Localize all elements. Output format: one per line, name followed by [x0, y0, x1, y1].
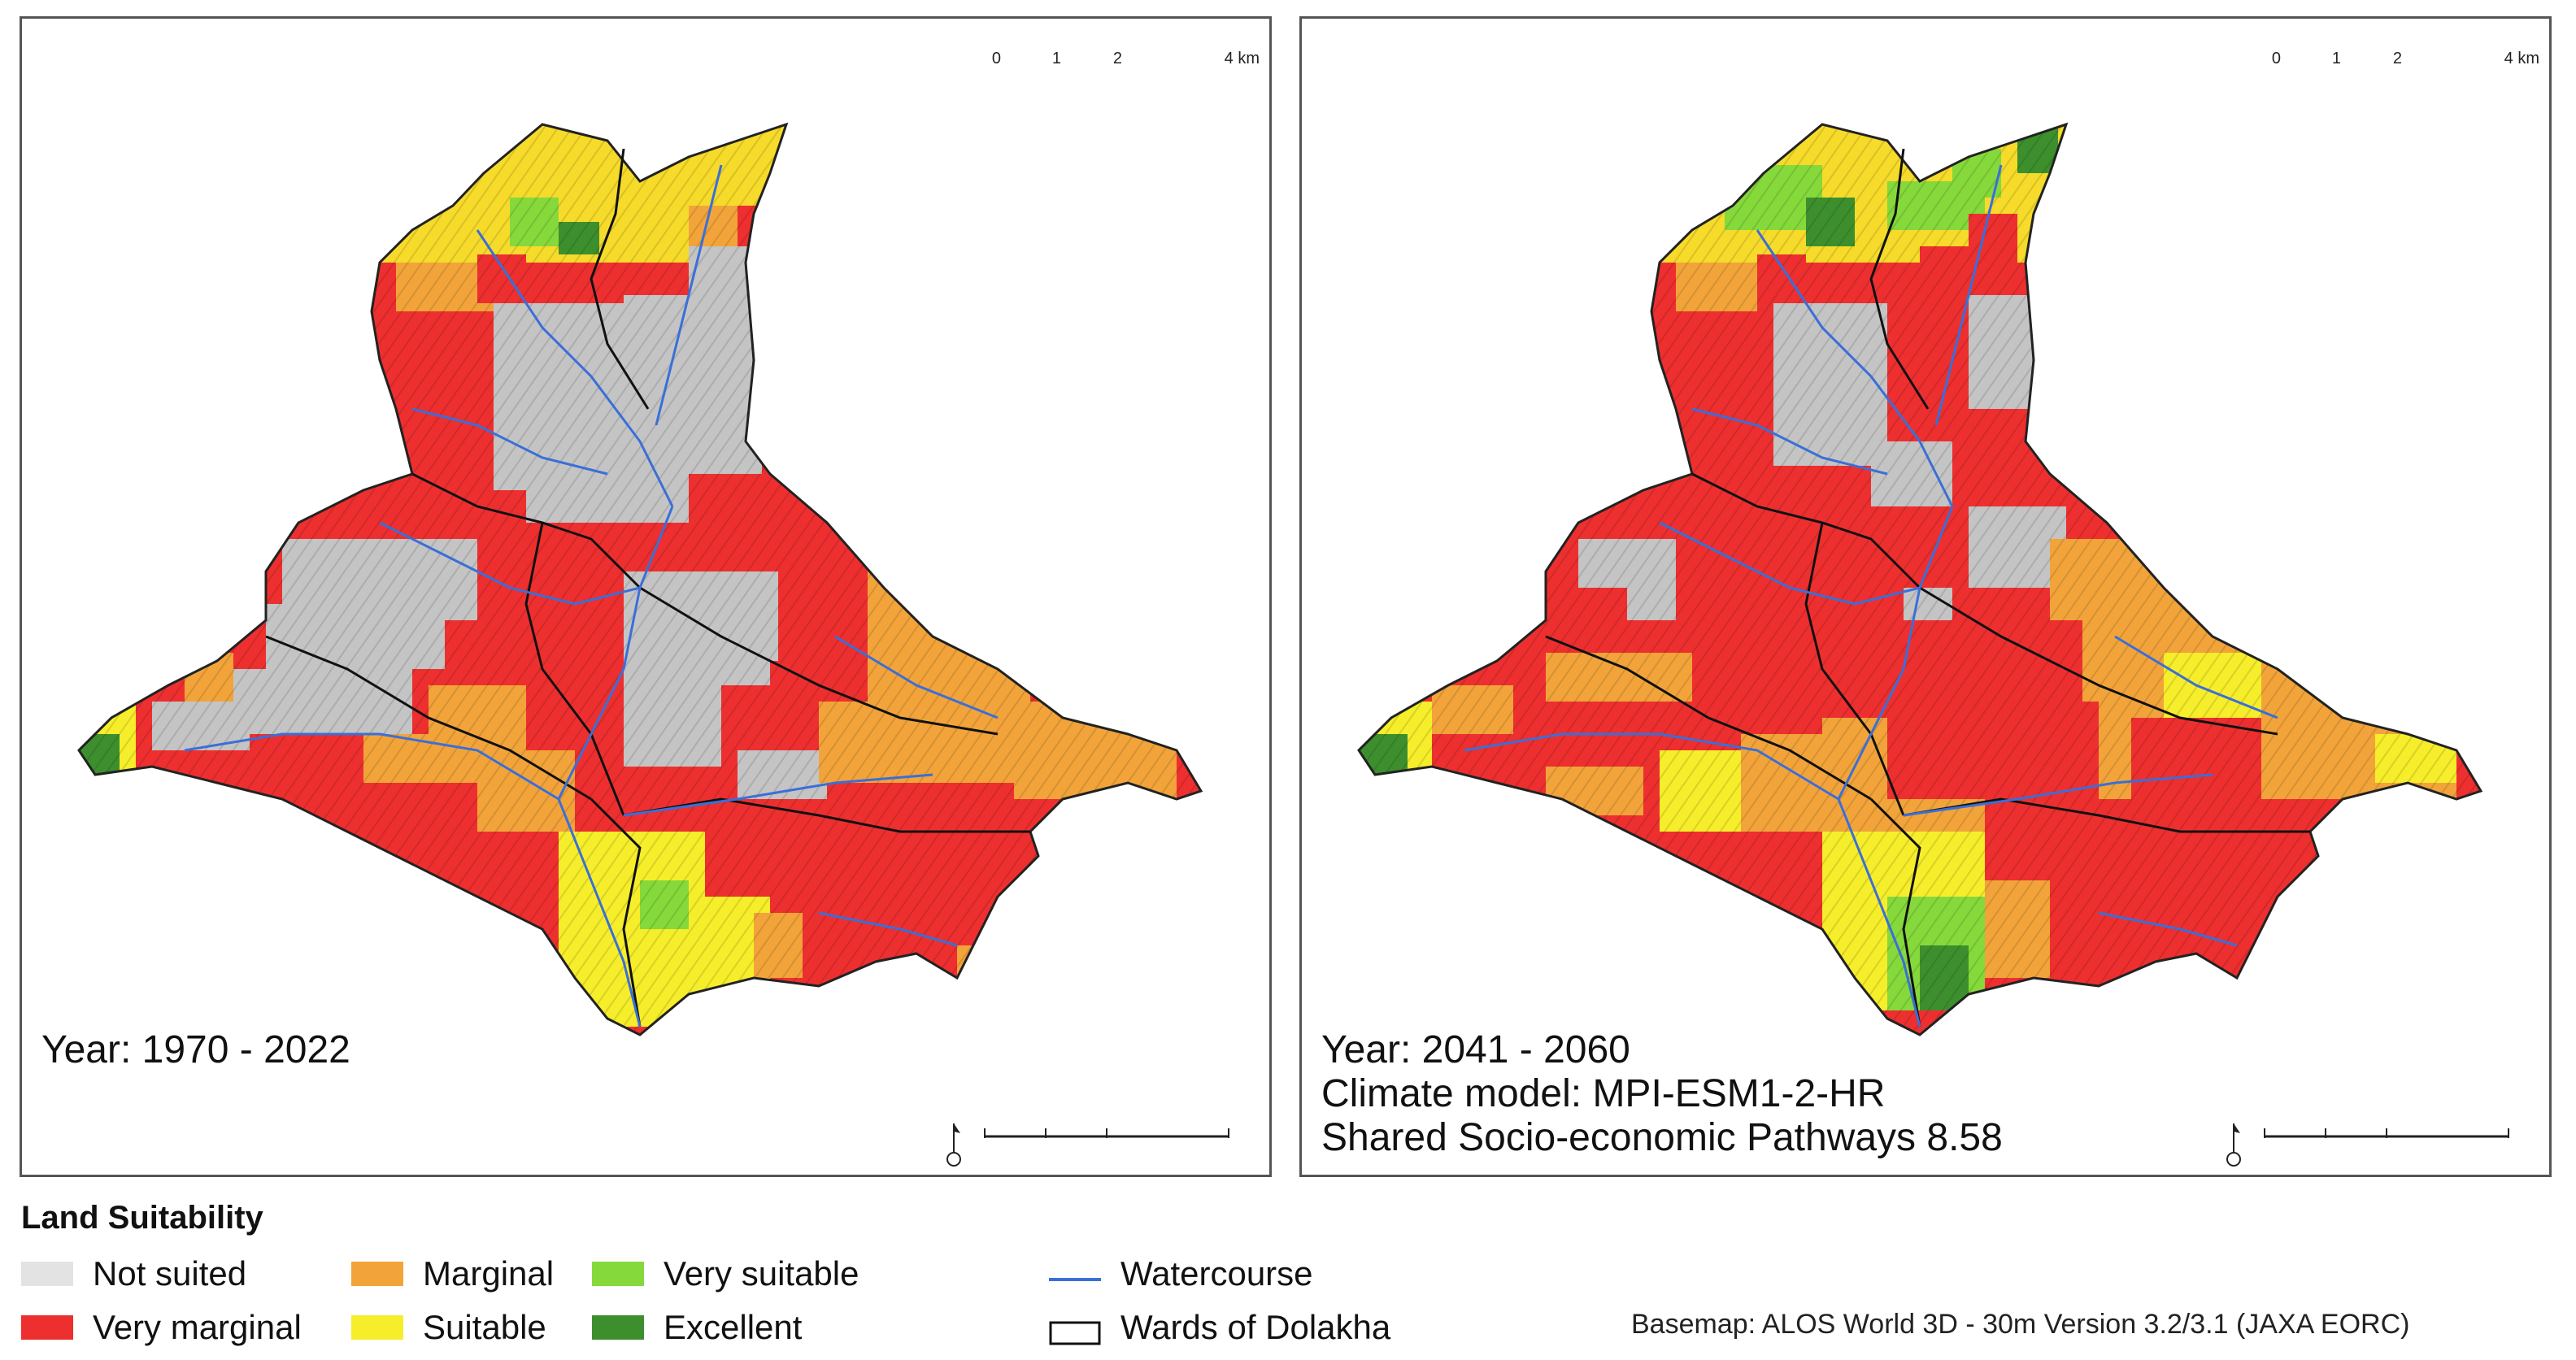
legend-label: Very suitable [664, 1254, 859, 1293]
scale-tick-1: 1 [1051, 50, 1061, 67]
scale-tick-0: 0 [2271, 50, 2281, 67]
watercourses [184, 164, 999, 1028]
legend-suitable: Suitable [351, 1309, 546, 1346]
period-label: Year: 1970 - 2022 [41, 1028, 350, 1071]
legend-marginal: Marginal [351, 1255, 554, 1293]
legend-label: Watercourse [1120, 1254, 1313, 1293]
period-label-block: Year: 2041 - 2060 Climate model: MPI-ESM… [1321, 1028, 2003, 1160]
legend-swatch [21, 1315, 73, 1340]
legend-not-suited: Not suited [21, 1255, 246, 1293]
scale-tick-0: 0 [991, 50, 1001, 67]
period-label: Year: 2041 - 2060 [1321, 1028, 1630, 1071]
legend-label: Not suited [93, 1254, 247, 1293]
ward-boundaries [265, 148, 1030, 1028]
legend-label: Excellent [664, 1308, 803, 1346]
suitability-map-future [1357, 122, 2483, 1036]
legend-very-marginal: Very marginal [21, 1309, 302, 1346]
ward-boundaries [1545, 148, 2310, 1028]
watercourses [1464, 164, 2278, 1028]
legend-watercourse: Watercourse [1049, 1255, 1313, 1293]
ssp-label: Shared Socio-economic Pathways 8.58 [1321, 1116, 2003, 1159]
map-panel-2041-2060: Year: 2041 - 2060 Climate model: MPI-ESM… [1299, 16, 2552, 1177]
scale-tick-1: 1 [2331, 50, 2341, 67]
legend-label: Suitable [423, 1308, 546, 1346]
basemap-credit: Basemap: ALOS World 3D - 30m Version 3.2… [1631, 1309, 2410, 1340]
legend-swatch [351, 1262, 403, 1286]
legend-swatch [21, 1262, 73, 1286]
legend-label: Marginal [423, 1254, 555, 1293]
legend-swatch [592, 1262, 644, 1286]
legend-wards: Wards of Dolakha [1049, 1309, 1390, 1346]
map-panel-1970-2022: Year: 1970 - 2022 0 1 2 4 km [20, 16, 1272, 1177]
watercourse-line-icon [1049, 1262, 1101, 1286]
legend-very-suitable: Very suitable [592, 1255, 859, 1293]
legend-swatch [351, 1315, 403, 1340]
scale-tick-4km: 4 km [2504, 50, 2539, 67]
scale-bar [946, 1123, 1229, 1167]
legend-excellent: Excellent [592, 1309, 802, 1346]
suitability-map-historical [77, 122, 1203, 1036]
legend-title: Land Suitability [21, 1200, 263, 1236]
scale-tick-2: 2 [1112, 50, 1122, 67]
legend-swatch [592, 1315, 644, 1340]
scale-tick-4km: 4 km [1224, 50, 1260, 67]
legend-label: Wards of Dolakha [1120, 1308, 1391, 1346]
climate-model-label: Climate model: MPI-ESM1-2-HR [1321, 1072, 1886, 1115]
scale-bar [2226, 1123, 2509, 1167]
ward-box-icon [1049, 1315, 1101, 1345]
scale-tick-2: 2 [2392, 50, 2402, 67]
legend-label: Very marginal [93, 1308, 302, 1346]
